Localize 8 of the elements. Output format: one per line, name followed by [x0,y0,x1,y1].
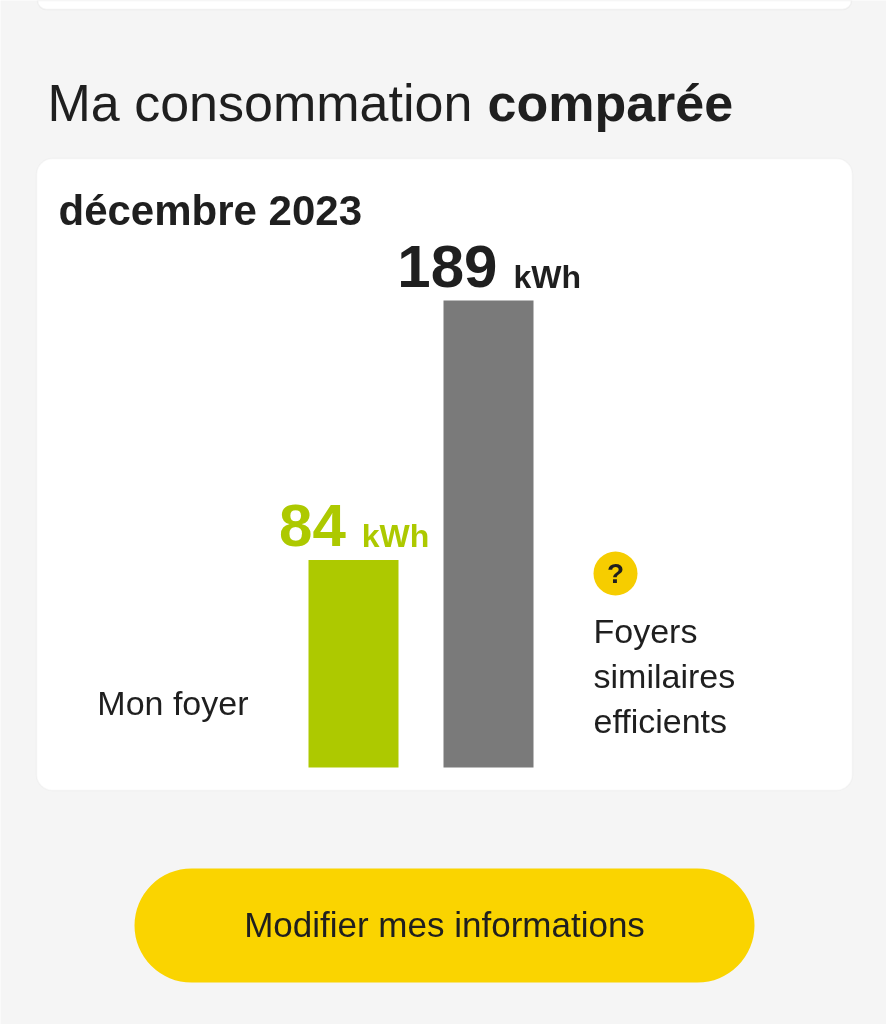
series-label: Foyers similaires efficients [593,611,736,740]
data-label: 84 kWh [279,491,430,559]
chart-title: Ma consommation comparée [47,74,734,132]
text: Modifier mes informations [244,904,645,944]
text: ? [606,557,625,589]
series-label: Mon foyer [97,683,249,722]
chart-subtitle: décembre 2023 [58,187,363,235]
data-label: 189 kWh [397,232,581,300]
